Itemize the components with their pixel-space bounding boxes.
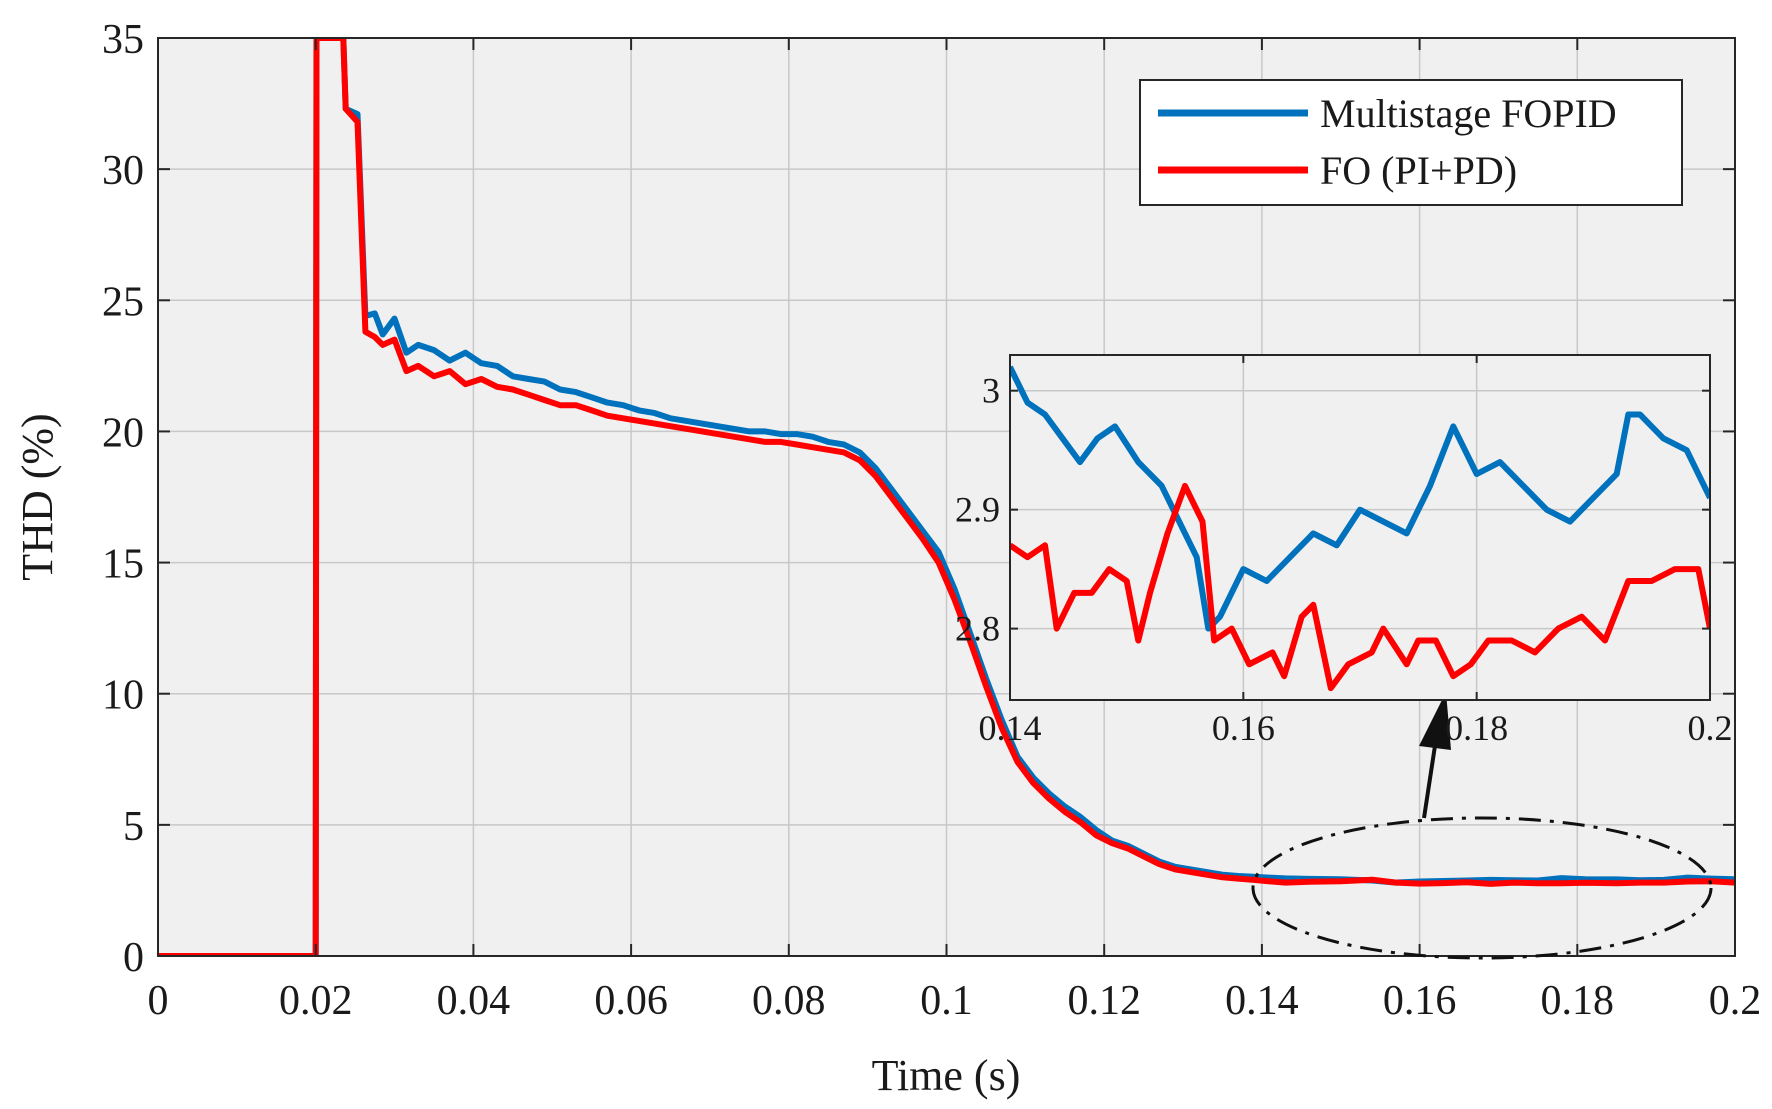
main-y-tick-label: 0	[123, 935, 144, 981]
inset-panel: 0.14 0.16 0.18 0.2 2.8 2.9 3	[955, 354, 1733, 748]
inset-y-tick-label: 2.8	[955, 609, 1000, 649]
main-series-lines	[158, 38, 1735, 956]
inset-x-tick-label: 0.14	[979, 708, 1042, 748]
zoom-region-ellipse	[1251, 816, 1713, 960]
main-x-tick-label: 0.12	[1067, 978, 1141, 1024]
main-y-tick-label: 25	[102, 279, 144, 325]
x-axis-label: Time (s)	[872, 1051, 1021, 1100]
inset-axes-box	[1009, 354, 1711, 701]
inset-series-lines	[1010, 365, 1710, 692]
main-y-tick-label: 20	[102, 410, 144, 456]
legend: Multistage FOPID FO (PI+PD)	[1139, 79, 1683, 206]
main-x-tick-label: 0	[148, 978, 169, 1024]
inset-plot-area	[1010, 355, 1710, 700]
inset-y-tick-label: 3	[982, 371, 1000, 411]
main-x-tick-label: 0.16	[1383, 978, 1457, 1024]
inset-ticks: 0.14 0.16 0.18 0.2 2.8 2.9 3	[955, 355, 1733, 748]
zoom-arrow-head	[1419, 692, 1451, 750]
main-ticks: 0 0.02 0.04 0.06 0.08 0.1 0.12 0.14 0.16 0.18 0.20…	[102, 17, 1761, 1024]
main-x-tick-label: 0.08	[752, 978, 826, 1024]
main-x-tick-label: 0.04	[437, 978, 511, 1024]
main-x-tick-label: 0.2	[1709, 978, 1762, 1024]
main-y-tick-label: 35	[102, 17, 144, 63]
legend-box	[1139, 79, 1683, 206]
inset-series-multistage-fopid	[1010, 365, 1710, 632]
inset-x-tick-label: 0.18	[1445, 708, 1508, 748]
main-y-tick-label: 15	[102, 542, 144, 588]
main-y-tick-label: 5	[123, 804, 144, 850]
legend-label-fo-pi-pd: FO (PI+PD)	[1320, 148, 1517, 193]
inset-x-tick-label: 0.16	[1212, 708, 1275, 748]
main-x-tick-label: 0.1	[920, 978, 973, 1024]
main-x-tick-label: 0.14	[1225, 978, 1299, 1024]
inset-y-tick-label: 2.9	[955, 490, 1000, 530]
y-axis-label: THD (%)	[13, 413, 62, 580]
main-y-tick-label: 10	[102, 673, 144, 719]
main-x-tick-label: 0.18	[1541, 978, 1615, 1024]
main-x-tick-label: 0.06	[594, 978, 668, 1024]
inset-series-fo-pi-pd	[1010, 482, 1710, 692]
main-series-fo-pi-pd	[158, 38, 1735, 956]
main-x-tick-label: 0.02	[279, 978, 353, 1024]
main-y-tick-label: 30	[102, 148, 144, 194]
legend-label-multistage-fopid: Multistage FOPID	[1320, 91, 1617, 136]
inset-x-tick-label: 0.2	[1688, 708, 1733, 748]
